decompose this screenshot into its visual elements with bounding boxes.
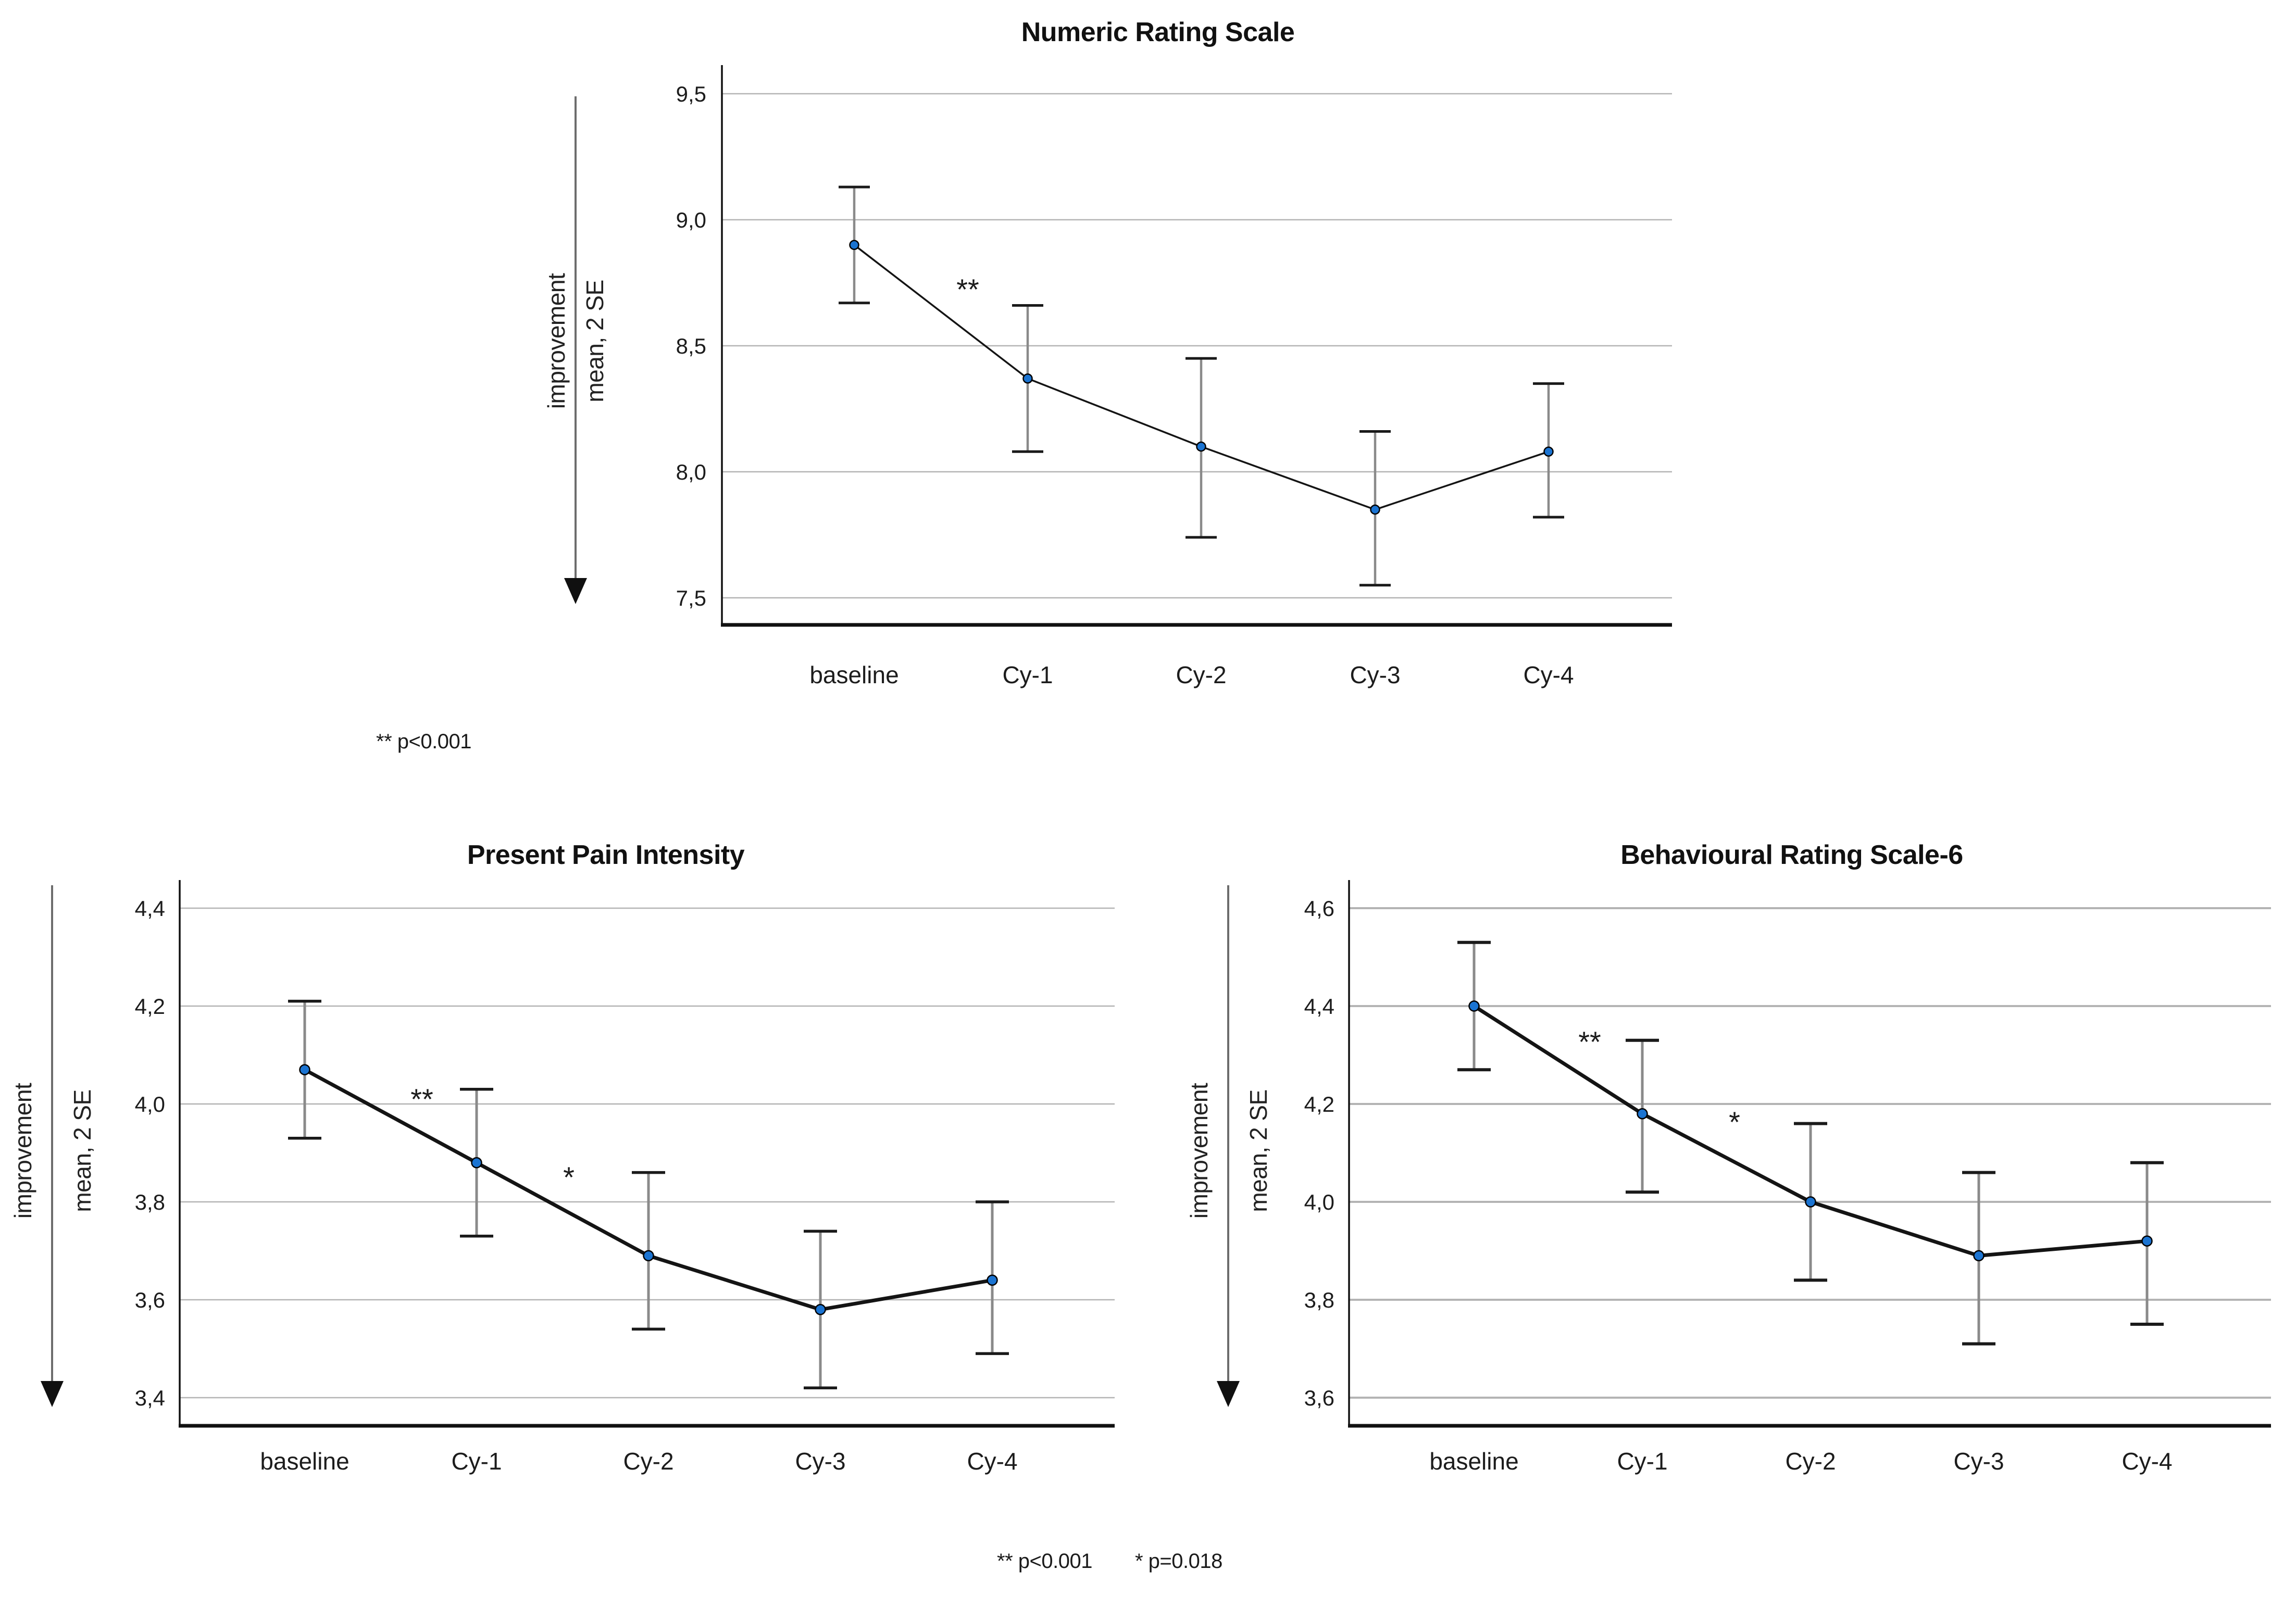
y-tick-label: 4,6 [1304,896,1334,921]
y-axis-label-mean-2se: mean, 2 SE [1245,1089,1272,1212]
data-point-marker [1196,441,1206,452]
data-point-marker [471,1157,482,1169]
plot-area-present-pain-intensity: 4,4 4,2 4,0 3,8 3,6 3,4 baseline Cy-1 Cy-2 Cy-3 Cy… [135,880,1115,1475]
data-point-marker [1543,446,1554,457]
y-tick-label: 7,5 [676,586,706,610]
significance-annotation: ** [1578,1025,1601,1058]
improvement-arrow-shaft [575,96,577,579]
y-tick-label: 3,8 [1304,1288,1334,1312]
significance-annotation: * [1729,1106,1740,1138]
y-tick-label: 4,4 [1304,994,1334,1019]
plot-area-behavioural-rating-scale-6: 4,6 4,4 4,2 4,0 3,8 3,6 baseline Cy-1 Cy-2 Cy-3 Cy… [1304,880,2271,1475]
y-tick-label: 3,6 [1304,1386,1334,1410]
improvement-arrow-shaft [1227,885,1229,1381]
y-tick-label: 4,0 [1304,1190,1334,1214]
y-tick-label: 4,2 [1304,1092,1334,1116]
x-category-label: Cy-1 [451,1448,502,1475]
y-tick-label: 3,8 [135,1190,165,1214]
x-category-label: baseline [1429,1448,1518,1475]
significance-annotation: ** [410,1083,433,1115]
x-category-label: Cy-3 [1953,1448,2004,1475]
x-category-label: Cy-4 [967,1448,1017,1475]
improvement-arrow-icon [1217,1381,1240,1407]
data-point-marker [849,240,859,250]
footnote-significance-double: ** p<0.001 [997,1550,1092,1573]
significance-annotation: ** [956,273,979,306]
y-tick-label: 3,6 [135,1288,165,1312]
chart-title: Present Pain Intensity [467,840,745,870]
data-point-marker [987,1274,998,1286]
x-category-label: Cy-2 [623,1448,673,1475]
y-axis-label-improvement: improvement [9,1083,36,1219]
y-tick-label: 4,2 [135,994,165,1019]
data-point-marker [815,1304,826,1315]
data-point-marker [1022,373,1033,384]
data-point-marker [1973,1250,1985,1262]
x-category-label: Cy-4 [2122,1448,2172,1475]
y-tick-label: 4,0 [135,1092,165,1116]
data-point-marker [1468,1000,1480,1012]
y-tick-label: 9,0 [676,208,706,232]
improvement-arrow-icon [41,1381,64,1407]
y-axis-label-improvement: improvement [543,273,570,409]
x-category-label: baseline [260,1448,349,1475]
improvement-arrow-icon [564,578,587,604]
y-tick-label: 8,0 [676,460,706,484]
data-point-marker [299,1064,310,1075]
y-tick-label: 9,5 [676,82,706,106]
significance-annotation: * [563,1161,575,1194]
x-category-label: Cy-4 [1523,661,1574,688]
x-category-label: baseline [809,661,899,688]
chart-title: Behavioural Rating Scale-6 [1620,840,1963,870]
x-category-label: Cy-1 [1002,661,1053,688]
y-tick-label: 8,5 [676,334,706,358]
data-point-marker [643,1250,654,1262]
y-axis-label-mean-2se: mean, 2 SE [581,280,608,403]
y-tick-label: 4,4 [135,896,165,921]
footnote-bottom: ** p<0.001 * p=0.018 [997,1550,1222,1573]
x-category-label: Cy-2 [1176,661,1226,688]
footnote-significance-single: * p=0.018 [1134,1550,1222,1573]
data-point-marker [1637,1108,1648,1120]
y-axis-label-improvement: improvement [1186,1083,1213,1219]
x-category-label: Cy-3 [795,1448,845,1475]
x-category-label: Cy-3 [1350,661,1400,688]
data-point-marker [2141,1235,2153,1247]
plot-area-numeric-rating-scale: 9,5 9,0 8,5 8,0 7,5 baseline Cy-1 Cy-2 Cy-3 Cy-4 *… [676,65,1672,688]
improvement-arrow-shaft [51,885,53,1381]
chart-title: Numeric Rating Scale [1021,17,1295,47]
y-tick-label: 3,4 [135,1386,165,1410]
x-category-label: Cy-2 [1785,1448,1836,1475]
y-axis-label-mean-2se: mean, 2 SE [69,1089,96,1212]
x-category-label: Cy-1 [1617,1448,1667,1475]
data-point-marker [1805,1196,1816,1208]
data-point-marker [1370,504,1380,515]
footnote-top: ** p<0.001 [376,730,471,753]
